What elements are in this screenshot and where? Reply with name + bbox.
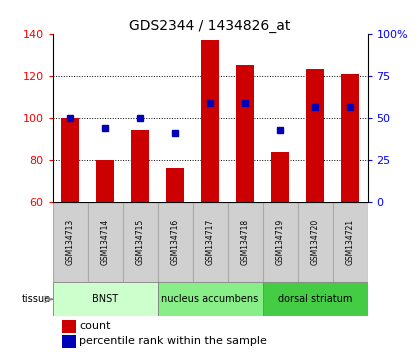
- Text: count: count: [79, 321, 111, 331]
- Text: GSM134717: GSM134717: [205, 219, 215, 265]
- Bar: [123, 202, 158, 282]
- Bar: [52, 202, 87, 282]
- Bar: [166, 169, 184, 202]
- Bar: [262, 282, 368, 316]
- Bar: [62, 320, 76, 333]
- Bar: [192, 202, 228, 282]
- Text: GSM134719: GSM134719: [276, 219, 284, 265]
- Text: percentile rank within the sample: percentile rank within the sample: [79, 336, 267, 346]
- Bar: [52, 282, 158, 316]
- Bar: [61, 118, 79, 202]
- Text: GSM134716: GSM134716: [171, 219, 179, 265]
- Text: dorsal striatum: dorsal striatum: [278, 294, 352, 304]
- Text: nucleus accumbens: nucleus accumbens: [161, 294, 259, 304]
- Text: tissue: tissue: [21, 294, 51, 304]
- Text: GSM134714: GSM134714: [100, 219, 110, 265]
- Bar: [158, 282, 262, 316]
- Text: GSM134721: GSM134721: [346, 219, 354, 265]
- Text: GSM134713: GSM134713: [66, 219, 74, 265]
- Bar: [228, 202, 262, 282]
- Text: GSM134720: GSM134720: [310, 219, 320, 265]
- Bar: [236, 65, 254, 202]
- Bar: [96, 160, 114, 202]
- Bar: [158, 202, 192, 282]
- Bar: [333, 202, 368, 282]
- Bar: [306, 69, 324, 202]
- Bar: [62, 335, 76, 348]
- Bar: [271, 152, 289, 202]
- Bar: [262, 202, 297, 282]
- Bar: [341, 74, 359, 202]
- Title: GDS2344 / 1434826_at: GDS2344 / 1434826_at: [129, 19, 291, 33]
- Text: GSM134718: GSM134718: [241, 219, 249, 265]
- Bar: [201, 40, 219, 202]
- Bar: [87, 202, 123, 282]
- Bar: [297, 202, 333, 282]
- Text: GSM134715: GSM134715: [136, 219, 144, 265]
- Bar: [131, 131, 149, 202]
- Text: BNST: BNST: [92, 294, 118, 304]
